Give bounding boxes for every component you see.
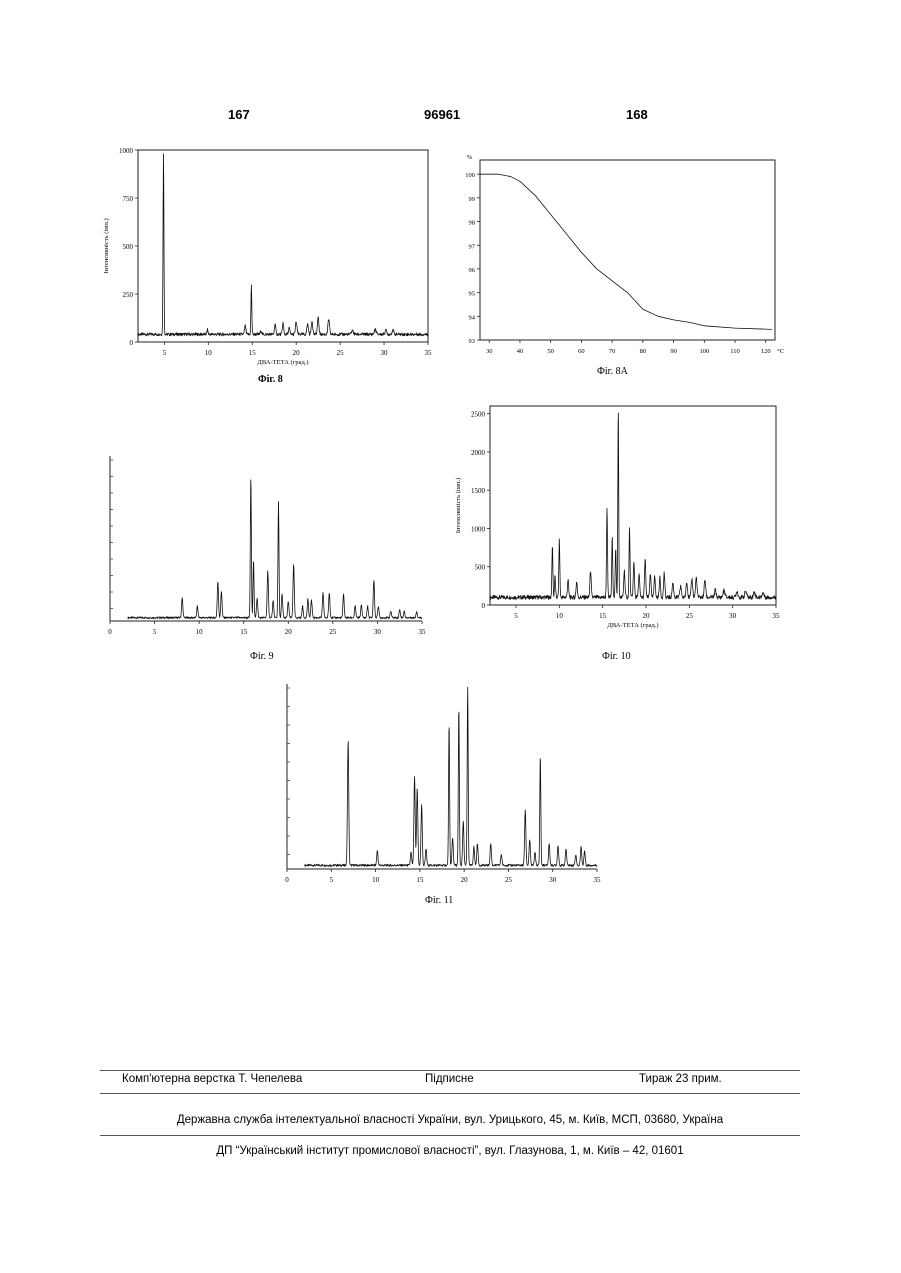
y-tick-label: 1000 (471, 525, 486, 533)
y-tick-label: 250 (123, 291, 134, 299)
x-tick-label: 30 (549, 876, 557, 884)
footer-signed: Підписне (425, 1073, 474, 1085)
x-axis-title: ДВА-ТЕТА (град.) (257, 359, 308, 366)
x-tick-label: 40 (517, 348, 524, 355)
x-tick-label: 0 (108, 628, 112, 636)
x-tick-label: 5 (163, 349, 167, 357)
figure-11-xrd-chart: 0 5 10 15 20 25 30 35 (275, 678, 605, 888)
y-tick-label: 1000 (119, 147, 134, 155)
plot-frame (138, 150, 428, 342)
x-tick-label: 25 (686, 612, 694, 620)
x-tick-label: 70 (609, 348, 616, 355)
footer-agency: Державна служба інтелектуальної власност… (100, 1114, 800, 1126)
figure-8a-caption: Фіг. 8А (597, 366, 628, 377)
left-page-number: 167 (228, 107, 250, 122)
y-tick-label: 0 (130, 339, 134, 347)
y-tick-label: 500 (475, 564, 486, 572)
data-series-line (128, 480, 422, 619)
x-tick-label: 35 (594, 876, 602, 884)
x-tick-label: 35 (419, 628, 427, 636)
x-tick-label: 15 (416, 876, 424, 884)
x-tick-label: 120 (761, 348, 771, 355)
x-axis-unit: °C (777, 348, 784, 355)
x-tick-label: 10 (205, 349, 213, 357)
data-series-line (480, 174, 772, 329)
footer-rule-bottom (100, 1135, 800, 1136)
x-tick-label: 35 (425, 349, 433, 357)
x-tick-label: 35 (773, 612, 781, 620)
x-tick-label: 30 (729, 612, 737, 620)
x-tick-label: 0 (285, 876, 289, 884)
x-tick-label: 15 (240, 628, 248, 636)
figure-8a-tga-chart: 30 40 50 60 70 80 90 100 110 120 93 94 95 96 97 98 99 100… (450, 150, 780, 360)
figure-10-xrd-chart: 5 10 15 20 25 30 35 0 500 1000 1500 2000 2500 ДВА-ТЕТ… (450, 398, 785, 628)
figure-11-caption: Фіг. 11 (425, 895, 453, 906)
y-tick-label: 97 (469, 243, 476, 250)
y-tick-label: 2500 (471, 411, 486, 419)
x-tick-label: 25 (329, 628, 337, 636)
figure-8-xrd-chart: 5 10 15 20 25 30 35 0 250 500 750 1000 ДВА-ТЕТА (гра… (100, 140, 430, 370)
plot-frame (480, 160, 775, 340)
y-tick-label: 98 (469, 220, 476, 227)
y-axis-title: Інтенсивність (імп.) (455, 478, 462, 533)
x-tick-label: 10 (372, 876, 380, 884)
x-tick-label: 15 (249, 349, 257, 357)
y-tick-label: 500 (123, 243, 134, 251)
footer-rule-top (100, 1070, 800, 1071)
figure-8-caption: Фіг. 8 (258, 374, 283, 385)
y-tick-label: 2000 (471, 449, 486, 457)
x-tick-label: 25 (337, 349, 345, 357)
x-tick-label: 20 (293, 349, 301, 357)
x-tick-label: 5 (330, 876, 334, 884)
y-tick-label: 100 (465, 172, 475, 179)
y-axis-unit: % (467, 154, 473, 161)
x-tick-label: 10 (556, 612, 564, 620)
y-tick-label: 93 (469, 338, 476, 345)
x-tick-label: 100 (699, 348, 709, 355)
x-tick-label: 30 (486, 348, 493, 355)
y-tick-label: 95 (469, 291, 476, 298)
y-tick-label: 750 (123, 195, 134, 203)
x-tick-label: 90 (670, 348, 677, 355)
x-tick-label: 20 (461, 876, 469, 884)
patent-number: 96961 (424, 107, 460, 122)
y-tick-label: 94 (469, 314, 476, 321)
y-tick-label: 96 (469, 267, 476, 274)
footer-circulation: Тираж 23 прим. (639, 1073, 722, 1085)
data-series-line (490, 413, 776, 599)
x-tick-label: 25 (505, 876, 513, 884)
x-tick-label: 5 (153, 628, 157, 636)
x-tick-label: 20 (285, 628, 293, 636)
y-axis-title: Інтенсивність (імп.) (103, 218, 110, 273)
x-tick-label: 30 (374, 628, 382, 636)
figure-9-caption: Фіг. 9 (250, 651, 274, 662)
y-tick-label: 0 (482, 602, 486, 610)
x-tick-label: 50 (547, 348, 554, 355)
x-tick-label: 60 (578, 348, 585, 355)
footer-layout-credit: Комп'ютерна верстка Т. Чепелева (122, 1073, 302, 1085)
y-tick-label: 99 (469, 196, 476, 203)
x-axis-title: ДВА-ТЕТА (град.) (607, 622, 658, 629)
data-series-line (305, 687, 597, 866)
data-series-line (138, 154, 428, 336)
x-tick-label: 15 (599, 612, 607, 620)
right-page-number: 168 (626, 107, 648, 122)
x-tick-label: 10 (196, 628, 204, 636)
x-tick-label: 5 (514, 612, 518, 620)
footer-rule-middle (100, 1093, 800, 1094)
y-tick-label: 1500 (471, 487, 486, 495)
figure-10-caption: Фіг. 10 (602, 651, 631, 662)
x-tick-label: 110 (730, 348, 740, 355)
x-tick-label: 80 (640, 348, 647, 355)
footer-institute: ДП “Український інститут промислової вла… (100, 1145, 800, 1157)
figure-9-xrd-chart: 0 5 10 15 20 25 30 35 (100, 448, 435, 643)
x-tick-label: 30 (381, 349, 389, 357)
x-tick-label: 20 (643, 612, 651, 620)
